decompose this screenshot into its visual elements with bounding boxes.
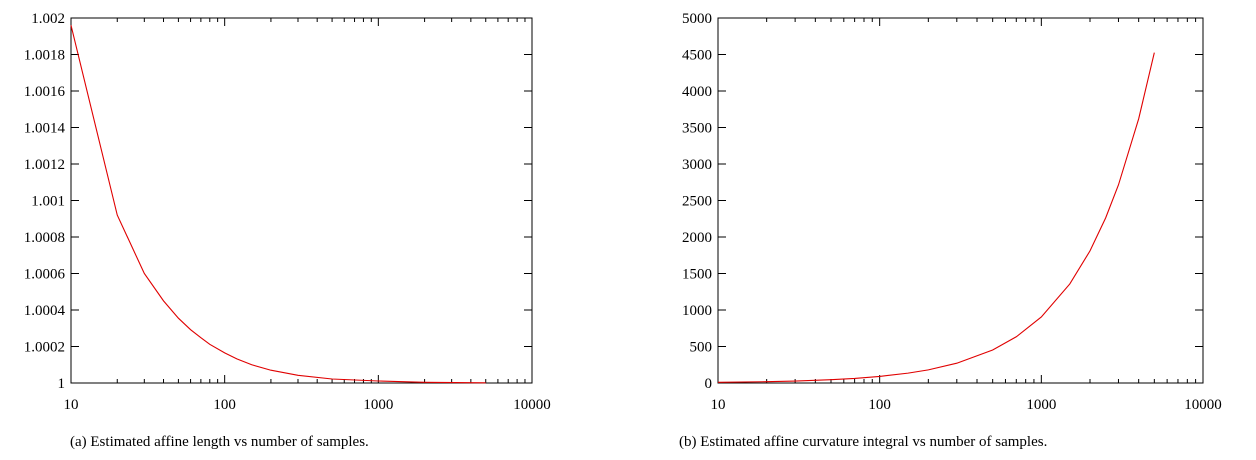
x-tick-label: 100 (213, 397, 236, 413)
x-tick-label: 1000 (363, 397, 393, 413)
x-tick-label: 100 (868, 397, 891, 413)
y-tick-label: 1.001 (31, 194, 65, 210)
y-tick-label: 1.0004 (24, 303, 66, 319)
y-tick-label: 1.0006 (24, 267, 66, 283)
x-tick-label: 10 (711, 397, 726, 413)
series-line (70, 25, 486, 384)
x-tick-label: 10000 (1184, 397, 1222, 413)
y-tick-label: 3000 (682, 157, 712, 173)
chart-affine-length: 1 1.0002 1.0004 1.0006 1.0008 1.001 1.0012 1.00… (24, 11, 551, 413)
y-tick-label: 4000 (682, 84, 712, 100)
x-tick-label: 10000 (513, 397, 551, 413)
chart-affine-curvature-integral: 0 500 1000 1500 2000 2500 3000 3500 4000 4500 5000… (682, 11, 1222, 413)
y-tick-label: 2000 (682, 230, 712, 246)
y-tick-label: 1 (58, 376, 66, 392)
caption-b: (b) Estimated affine curvature integral … (679, 434, 1047, 450)
y-tick-label: 0 (705, 376, 713, 392)
y-tick-label: 5000 (682, 11, 712, 27)
y-tick-label: 1.002 (31, 11, 65, 27)
y-tick-label: 4500 (682, 48, 712, 64)
y-tick-label: 1.0002 (24, 340, 65, 356)
caption-a: (a) Estimated affine length vs number of… (70, 434, 369, 450)
y-tick-label: 1.0018 (24, 48, 65, 64)
y-tick-label: 3500 (682, 121, 712, 137)
y-tick-label: 1.0008 (24, 230, 65, 246)
y-tick-label: 1500 (682, 267, 712, 283)
y-tick-label: 2500 (682, 194, 712, 210)
y-tick-label: 1.0014 (24, 121, 66, 137)
y-tick-label: 1.0016 (24, 84, 66, 100)
x-tick-label: 10 (64, 397, 79, 413)
x-tick-label: 1000 (1026, 397, 1056, 413)
y-tick-label: 500 (690, 340, 713, 356)
plot-frame (717, 17, 1204, 384)
y-tick-label: 1.0012 (24, 157, 65, 173)
plot-frame (70, 17, 533, 384)
y-tick-label: 1000 (682, 303, 712, 319)
series-line (717, 52, 1155, 383)
